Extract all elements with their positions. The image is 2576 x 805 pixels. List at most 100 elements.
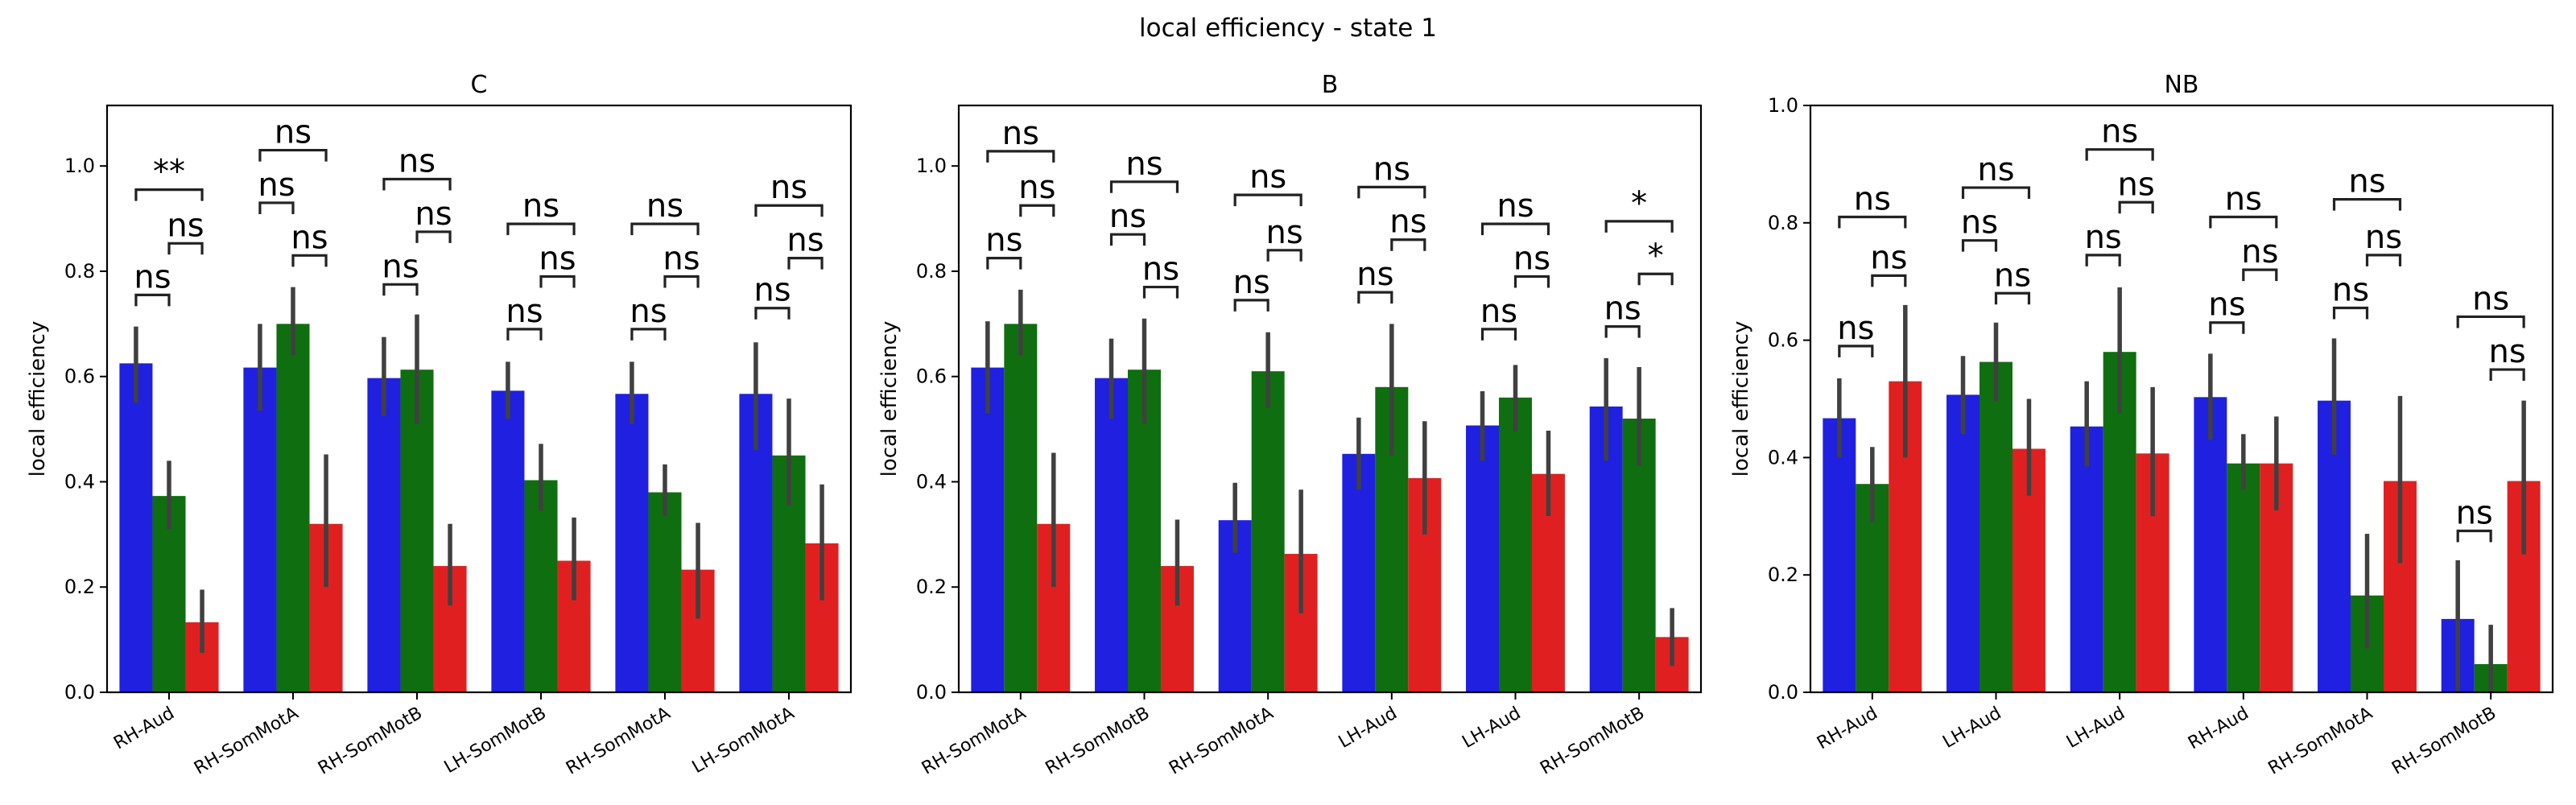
bar-s1-c3 [367,378,401,692]
significance-bracket [2332,198,2402,211]
significance-label: ns [786,222,824,259]
bar-s1-c4 [491,390,525,692]
significance-bracket [2365,254,2402,266]
y-tick-label: 0.6 [916,365,947,388]
panel-title: B [1322,71,1339,99]
y-tick-label: 0.0 [916,681,947,704]
figure-title: local efficiency - state 1 [1139,14,1437,43]
significance-bracket [986,257,1022,270]
significance-label: ns [275,114,312,151]
significance-label: ns [522,188,559,225]
bar-s1-c1 [1823,418,1856,692]
axes-frame [1809,104,2554,694]
significance-label: ns [1977,151,2014,188]
significance-bracket [1961,239,1998,252]
significance-bracket [167,242,204,255]
bar-s2-c1 [1004,324,1038,692]
y-tick-label: 0.8 [64,260,95,283]
significance-bracket [1838,215,1907,229]
y-tick-label: 0.4 [1768,446,1798,469]
axes-frame [105,104,852,694]
bar-s1-c2 [1946,394,1980,692]
bar-s2-c4 [524,480,558,692]
significance-label: ns [291,219,328,256]
significance-bracket [539,275,576,288]
significance-label: ns [630,293,667,330]
significance-bracket [1480,328,1517,341]
significance-label: ns [2348,163,2385,200]
significance-bracket [663,275,700,288]
significance-bracket [1513,275,1550,288]
y-tick-label: 0.0 [1768,681,1798,704]
significance-label: ns [1513,240,1550,277]
significance-bracket [1142,285,1179,299]
significance-label: ns [1604,291,1641,328]
y-tick-label: 0.4 [916,470,947,493]
significance-label: ns [663,240,700,277]
significance-bracket [754,307,791,320]
bar-s2-c2 [276,324,310,692]
bar-s1-c4 [2194,397,2227,692]
significance-label: ns [2332,272,2369,309]
significance-bracket [1357,185,1426,199]
significance-label: ns [1837,310,1874,347]
panel-3: 0.00.20.40.60.81.0RH-Aud LH-Aud LH-Aud RH-A… [1729,71,2554,779]
significance-label: ns [539,240,576,277]
significance-label: ns [2489,333,2526,370]
significance-bracket [506,328,543,341]
bar-s1-c2 [1095,378,1129,692]
significance-label: ns [1480,293,1517,330]
significance-bracket [2242,268,2278,282]
bar-s1-c1 [119,363,153,692]
significance-bracket [134,188,204,201]
significance-label: ns [2241,233,2278,270]
y-axis-label: local efficiency [877,321,902,477]
significance-bracket [2456,315,2525,328]
axes-frame [957,104,1703,694]
significance-bracket [1019,204,1055,217]
y-axis-label: local efficiency [26,321,50,477]
significance-label: ns [1356,256,1393,293]
significance-label: ns [1125,146,1162,183]
significance-label: ns [1870,239,1907,276]
significance-label: * [1648,237,1664,275]
y-tick-label: 0.8 [916,260,947,283]
significance-label: ns [1002,115,1039,152]
significance-bracket [1604,220,1674,233]
bar-s2-c2 [1979,361,2013,692]
significance-bracket [291,254,328,267]
significance-bracket [2085,254,2121,266]
significance-label: ns [1249,159,1286,196]
significance-label: ns [398,143,436,180]
significance-bracket [2118,200,2154,214]
significance-bracket [2209,321,2245,334]
significance-label: ns [2085,219,2122,256]
significance-label: ns [2365,219,2402,256]
y-tick-label: 0.2 [916,576,947,598]
significance-label: ns [415,196,452,233]
significance-bracket [1604,325,1641,338]
significance-label: ns [2456,495,2493,532]
significance-label: ns [770,169,807,206]
significance-label: ns [2208,287,2245,324]
significance-bracket [1233,299,1269,312]
significance-label: ns [1018,169,1055,206]
significance-bracket [1233,193,1302,207]
significance-bracket [2209,215,2278,229]
significance-label: ns [1496,188,1534,225]
significance-bracket [1637,272,1674,286]
significance-bracket [2456,529,2492,543]
significance-label: ns [382,248,419,285]
bar-s1-c5 [615,394,649,692]
significance-label: ns [646,188,683,225]
significance-label: ns [985,222,1022,259]
significance-label: ns [258,167,295,204]
bar-s1-c4 [1342,453,1376,692]
significance-bracket [2332,306,2369,320]
bar-s1-c1 [971,367,1005,692]
significance-label: ns [2225,181,2262,218]
panel-title: NB [2164,71,2198,99]
significance-bracket [506,222,576,236]
y-tick-label: 1.0 [64,155,95,177]
